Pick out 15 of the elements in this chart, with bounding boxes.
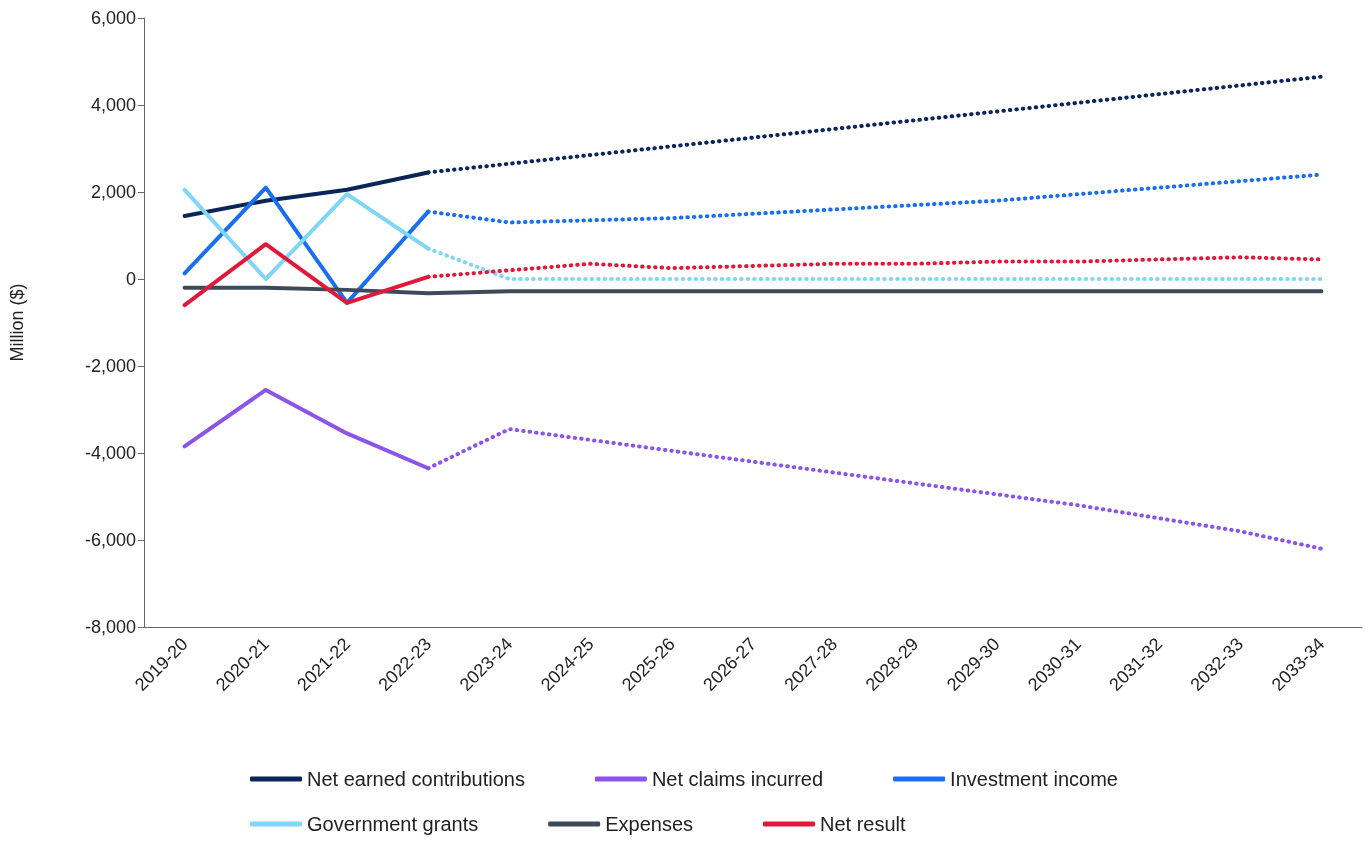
legend-label: Government grants [307,813,479,835]
y-tick-label: -4,000 [84,443,136,463]
y-tick-label: -2,000 [84,356,136,376]
legend-label: Net result [820,813,907,835]
legend-label: Net claims incurred [651,768,824,790]
y-tick-label: 0 [125,269,136,289]
y-tick-label: 2,000 [90,182,136,202]
y-tick-label: -6,000 [84,530,136,550]
legend-label: Expenses [605,813,694,835]
y-axis-title: Million ($) [7,283,27,362]
y-tick-label: 4,000 [90,95,136,115]
legend-label: Net earned contributions [307,768,525,790]
y-tick-label: 6,000 [90,8,136,28]
y-tick-label: -8,000 [84,617,136,637]
legend-label: Investment income [950,768,1118,790]
